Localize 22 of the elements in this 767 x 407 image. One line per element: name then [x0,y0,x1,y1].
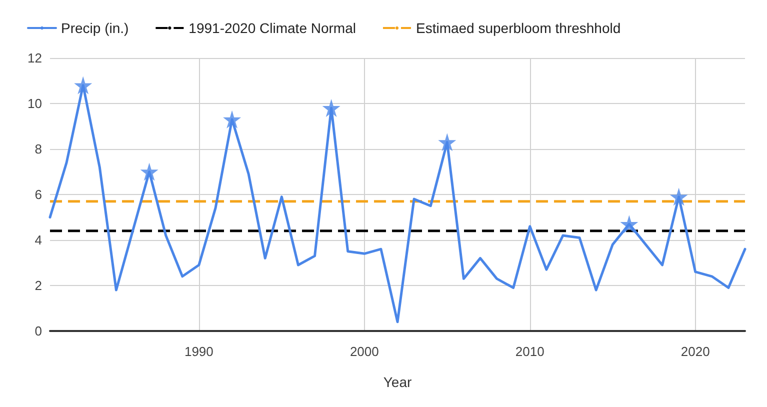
point [670,188,688,206]
x-axis-title: Year [383,374,412,390]
legend-label: Estimaed superbloom threshhold [416,20,621,36]
y-tick-label: 0 [34,324,42,338]
x-tick-label: 2020 [680,344,710,359]
y-tick-label: 2 [34,278,42,293]
x-tick-label: 2010 [515,344,544,359]
y-tick-label: 8 [34,142,42,156]
point [223,110,242,128]
point [140,162,158,181]
point [438,133,456,152]
y-tick-label: 4 [34,232,42,248]
legend-label: 1991-2020 Climate Normal [188,20,356,36]
point [620,215,638,234]
point [74,76,92,94]
y-tick-label: 10 [28,96,42,111]
y-tick-label: 6 [34,187,42,202]
legend-label: Precip (in.) [61,20,129,36]
x-tick-label: 1990 [184,344,214,359]
point [322,99,340,118]
y-tick-label: 12 [28,50,42,66]
x-tick-label: 2000 [350,344,379,359]
